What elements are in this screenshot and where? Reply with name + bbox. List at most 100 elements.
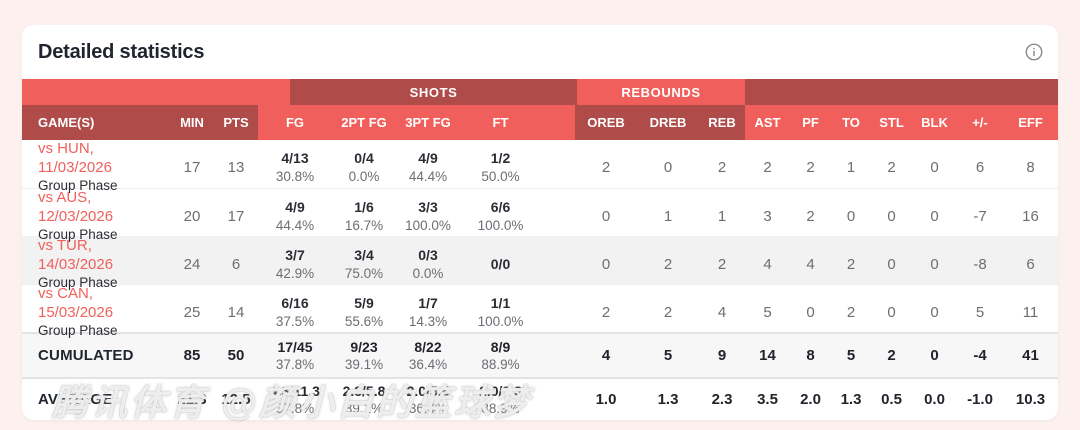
detailed-statistics-card: Detailed statistics SHOTS REBOUNDS GAME(…	[22, 25, 1058, 420]
oreb-value: 2	[601, 158, 611, 176]
ft-cell: 1/2 50.0%	[481, 150, 520, 184]
game-cell: vs AUS, 12/03/2026 Group Phase	[22, 189, 170, 243]
game-cell: vs TUR, 14/03/2026 Group Phase	[22, 237, 170, 291]
ast-value: 3	[763, 207, 772, 225]
game-phase: Group Phase	[38, 177, 118, 193]
reb-value: 1	[717, 207, 727, 225]
col-header-eff: EFF	[1003, 105, 1058, 140]
game-link[interactable]: vs AUS, 12/03/2026	[38, 189, 114, 225]
blk-value: 0	[930, 158, 939, 176]
table-row: vs AUS, 12/03/2026 Group Phase 20 17 4/9…	[22, 188, 1058, 242]
2ptfg-cell: 9/23 39.1%	[344, 338, 384, 372]
summary-label-cell: CUMULATED	[22, 334, 170, 377]
col-header-plusminus: +/-	[957, 105, 1003, 140]
summary-label-cell: AVERAGE	[22, 379, 170, 420]
game-cell: vs HUN, 11/03/2026 Group Phase	[22, 140, 170, 194]
eff-value: 16	[1022, 207, 1039, 225]
to-value: 5	[846, 347, 856, 364]
eff-value: 6	[1026, 255, 1035, 273]
plusminus-value: 6	[975, 158, 985, 176]
min-value: 21.3	[177, 391, 207, 408]
ast-value: 3.5	[757, 391, 778, 408]
eff-value: 8	[1026, 158, 1035, 176]
pts-value: 13	[227, 158, 245, 176]
fg-cell: 4.3/11.3 37.8%	[270, 382, 320, 416]
game-cell: vs CAN, 15/03/2026 Group Phase	[22, 285, 170, 339]
game-phase: Group Phase	[38, 274, 118, 290]
group-blank-left	[22, 79, 290, 105]
game-link[interactable]: vs HUN, 11/03/2026	[38, 140, 112, 176]
plusminus-value: -7	[973, 207, 987, 225]
col-header-fg: FG	[258, 105, 332, 140]
fg-cell: 4/9 44.4%	[275, 199, 315, 233]
column-header-row: GAME(S) MIN PTS FG 2PT FG 3PT FG FT OREB…	[22, 105, 1058, 140]
plusminus-value: -1.0	[967, 391, 993, 408]
game-phase: Group Phase	[38, 322, 118, 338]
col-header-min: MIN	[170, 105, 214, 140]
stl-value: 0	[887, 255, 896, 273]
group-blank-right	[745, 79, 1058, 105]
group-shots: SHOTS	[290, 79, 577, 105]
dreb-value: 1	[663, 207, 673, 225]
stl-value: 2	[887, 158, 896, 176]
pf-value: 2	[806, 207, 815, 225]
reb-value: 2	[717, 158, 727, 176]
game-link[interactable]: vs CAN, 15/03/2026	[38, 285, 114, 321]
pts-value: 17	[227, 207, 245, 225]
col-header-to: TO	[831, 105, 871, 140]
game-link[interactable]: vs TUR, 14/03/2026	[38, 237, 114, 273]
fg-cell: 6/16 37.5%	[275, 295, 315, 329]
stl-value: 0.5	[881, 391, 902, 408]
stl-value: 2	[887, 347, 896, 364]
2ptfg-cell: 2.3/5.8 39.1%	[342, 382, 386, 416]
dreb-value: 1.3	[657, 391, 679, 408]
col-header-dreb: DREB	[637, 105, 699, 140]
eff-value: 11	[1022, 303, 1039, 321]
reb-value: 2.3	[711, 391, 733, 408]
oreb-value: 1.0	[595, 391, 617, 408]
card-header: Detailed statistics	[22, 25, 1058, 79]
pts-value: 12.5	[221, 391, 251, 408]
col-header-reb: REB	[699, 105, 745, 140]
info-icon[interactable]	[1024, 42, 1044, 62]
table-row: vs TUR, 14/03/2026 Group Phase 24 6 3/7 4…	[22, 236, 1058, 290]
blk-value: 0.0	[924, 391, 945, 408]
reb-value: 2	[717, 255, 727, 273]
min-value: 20	[183, 207, 201, 225]
page-title: Detailed statistics	[38, 40, 205, 63]
ast-value: 14	[759, 347, 776, 364]
pts-value: 14	[227, 303, 245, 321]
pf-value: 0	[806, 303, 815, 321]
oreb-value: 0	[601, 255, 611, 273]
plusminus-value: -8	[973, 255, 987, 273]
ft-cell: 8/9 88.9%	[481, 338, 520, 372]
ft-cell: 6/6 100.0%	[477, 199, 524, 233]
3ptfg-cell: 0/3 0.0%	[412, 247, 444, 281]
group-rebounds: REBOUNDS	[577, 79, 745, 105]
col-header-oreb: OREB	[575, 105, 637, 140]
pf-value: 8	[806, 347, 815, 364]
min-value: 85	[183, 347, 201, 364]
3ptfg-cell: 8/22 36.4%	[408, 338, 448, 372]
to-value: 0	[846, 207, 856, 225]
col-header-games: GAME(S)	[22, 105, 170, 140]
table-row: vs HUN, 11/03/2026 Group Phase 17 13 4/1…	[22, 140, 1058, 193]
2ptfg-cell: 1/6 16.7%	[344, 199, 384, 233]
oreb-value: 4	[601, 347, 611, 364]
eff-value: 41	[1022, 347, 1039, 364]
ast-value: 4	[763, 255, 772, 273]
col-header-pts: PTS	[214, 105, 258, 140]
plusminus-value: -4	[973, 347, 987, 364]
reb-value: 9	[717, 347, 727, 364]
blk-value: 0	[930, 303, 939, 321]
plusminus-value: 5	[975, 303, 985, 321]
stl-value: 0	[887, 207, 896, 225]
col-header-2ptfg: 2PT FG	[332, 105, 396, 140]
3ptfg-cell: 1/7 14.3%	[408, 295, 448, 329]
stl-value: 0	[887, 303, 896, 321]
oreb-value: 0	[601, 207, 611, 225]
oreb-value: 2	[601, 303, 611, 321]
col-header-3ptfg: 3PT FG	[396, 105, 460, 140]
blk-value: 0	[930, 255, 939, 273]
ft-cell: 2.0/2.3 88.9%	[479, 382, 522, 416]
